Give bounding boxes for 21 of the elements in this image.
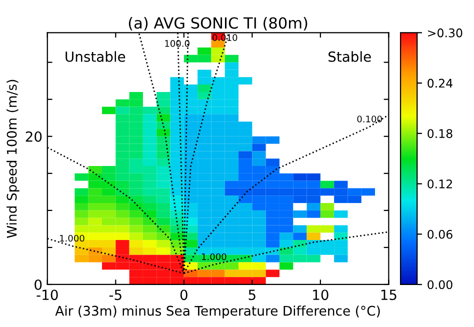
y-axis-title: Wind Speed 100m (m/s) bbox=[6, 80, 20, 238]
chart-title: (a) AVG SONIC TI (80m) bbox=[128, 16, 308, 31]
x-tick-label: -10 bbox=[36, 290, 58, 300]
color-bar-label: 0.06 bbox=[428, 230, 452, 239]
color-bar-label: 0.00 bbox=[428, 280, 452, 290]
annotation: 1.000 bbox=[202, 253, 226, 260]
x-tick-label: 10 bbox=[313, 290, 328, 300]
x-tick-label: 0 bbox=[180, 290, 188, 300]
x-axis-title: Air (33m) minus Sea Temperature Difference (°C) bbox=[55, 306, 380, 318]
color-bar-label: 0.18 bbox=[428, 129, 452, 138]
annotation: 100.0 bbox=[165, 40, 190, 47]
annotation: 0.100 bbox=[357, 116, 382, 122]
annotation: Unstable bbox=[66, 51, 126, 62]
color-bar-label: 0.24 bbox=[428, 78, 452, 88]
color-bar-label: >0.30 bbox=[428, 28, 462, 38]
color-bar-label: 0.12 bbox=[428, 179, 452, 188]
x-tick-label: 5 bbox=[248, 290, 256, 300]
annotation: Stable bbox=[328, 51, 371, 62]
x-tick-label: 15 bbox=[381, 290, 396, 300]
x-tick-label: -5 bbox=[109, 290, 122, 300]
y-tick-label: 20 bbox=[26, 131, 42, 142]
